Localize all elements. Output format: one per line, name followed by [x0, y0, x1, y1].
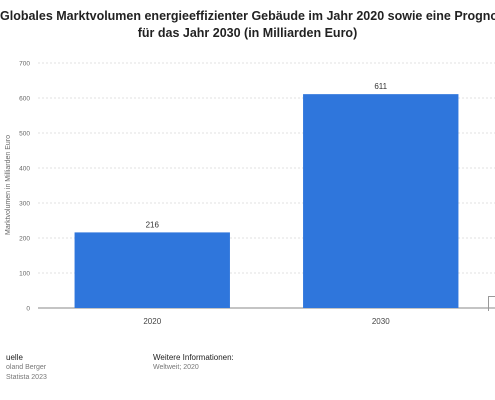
- bar: [303, 94, 459, 309]
- corner-decoration: [488, 296, 495, 311]
- bar-value-label: 216: [146, 220, 160, 229]
- chart-title-line-2: für das Jahr 2030 (in Milliarden Euro): [137, 26, 358, 40]
- y-axis-label: Marktvolumen in Milliarden Euro: [5, 135, 12, 235]
- y-tick-label: 200: [19, 236, 30, 243]
- y-tick-label: 0: [26, 306, 30, 313]
- y-axis-ticks: 0 100 200 300 400 500 600 700: [19, 61, 30, 313]
- bars: 216 611: [74, 82, 459, 309]
- info-heading: Weitere Informationen:: [153, 353, 234, 362]
- source-line-2: Statista 2023: [6, 374, 47, 381]
- info-line-1: Weltweit; 2020: [153, 364, 199, 371]
- y-tick-label: 700: [19, 61, 30, 68]
- y-tick-label: 300: [19, 201, 30, 208]
- chart-title: Globales Marktvolumen energieeffizienter…: [0, 8, 495, 42]
- x-tick-label: 2020: [143, 317, 161, 326]
- bar: [74, 232, 230, 308]
- y-tick-label: 500: [19, 131, 30, 138]
- y-tick-label: 400: [19, 166, 30, 173]
- source-line-1: oland Berger: [6, 364, 47, 371]
- y-tick-label: 600: [19, 96, 30, 103]
- x-axis-ticks: 2020 2030: [143, 317, 390, 326]
- bar-value-label: 611: [374, 82, 387, 91]
- chart-title-line-1: Globales Marktvolumen energieeffizienter…: [0, 9, 495, 23]
- source-heading: uelle: [6, 353, 23, 362]
- x-tick-label: 2030: [372, 317, 390, 326]
- y-tick-label: 100: [19, 271, 30, 278]
